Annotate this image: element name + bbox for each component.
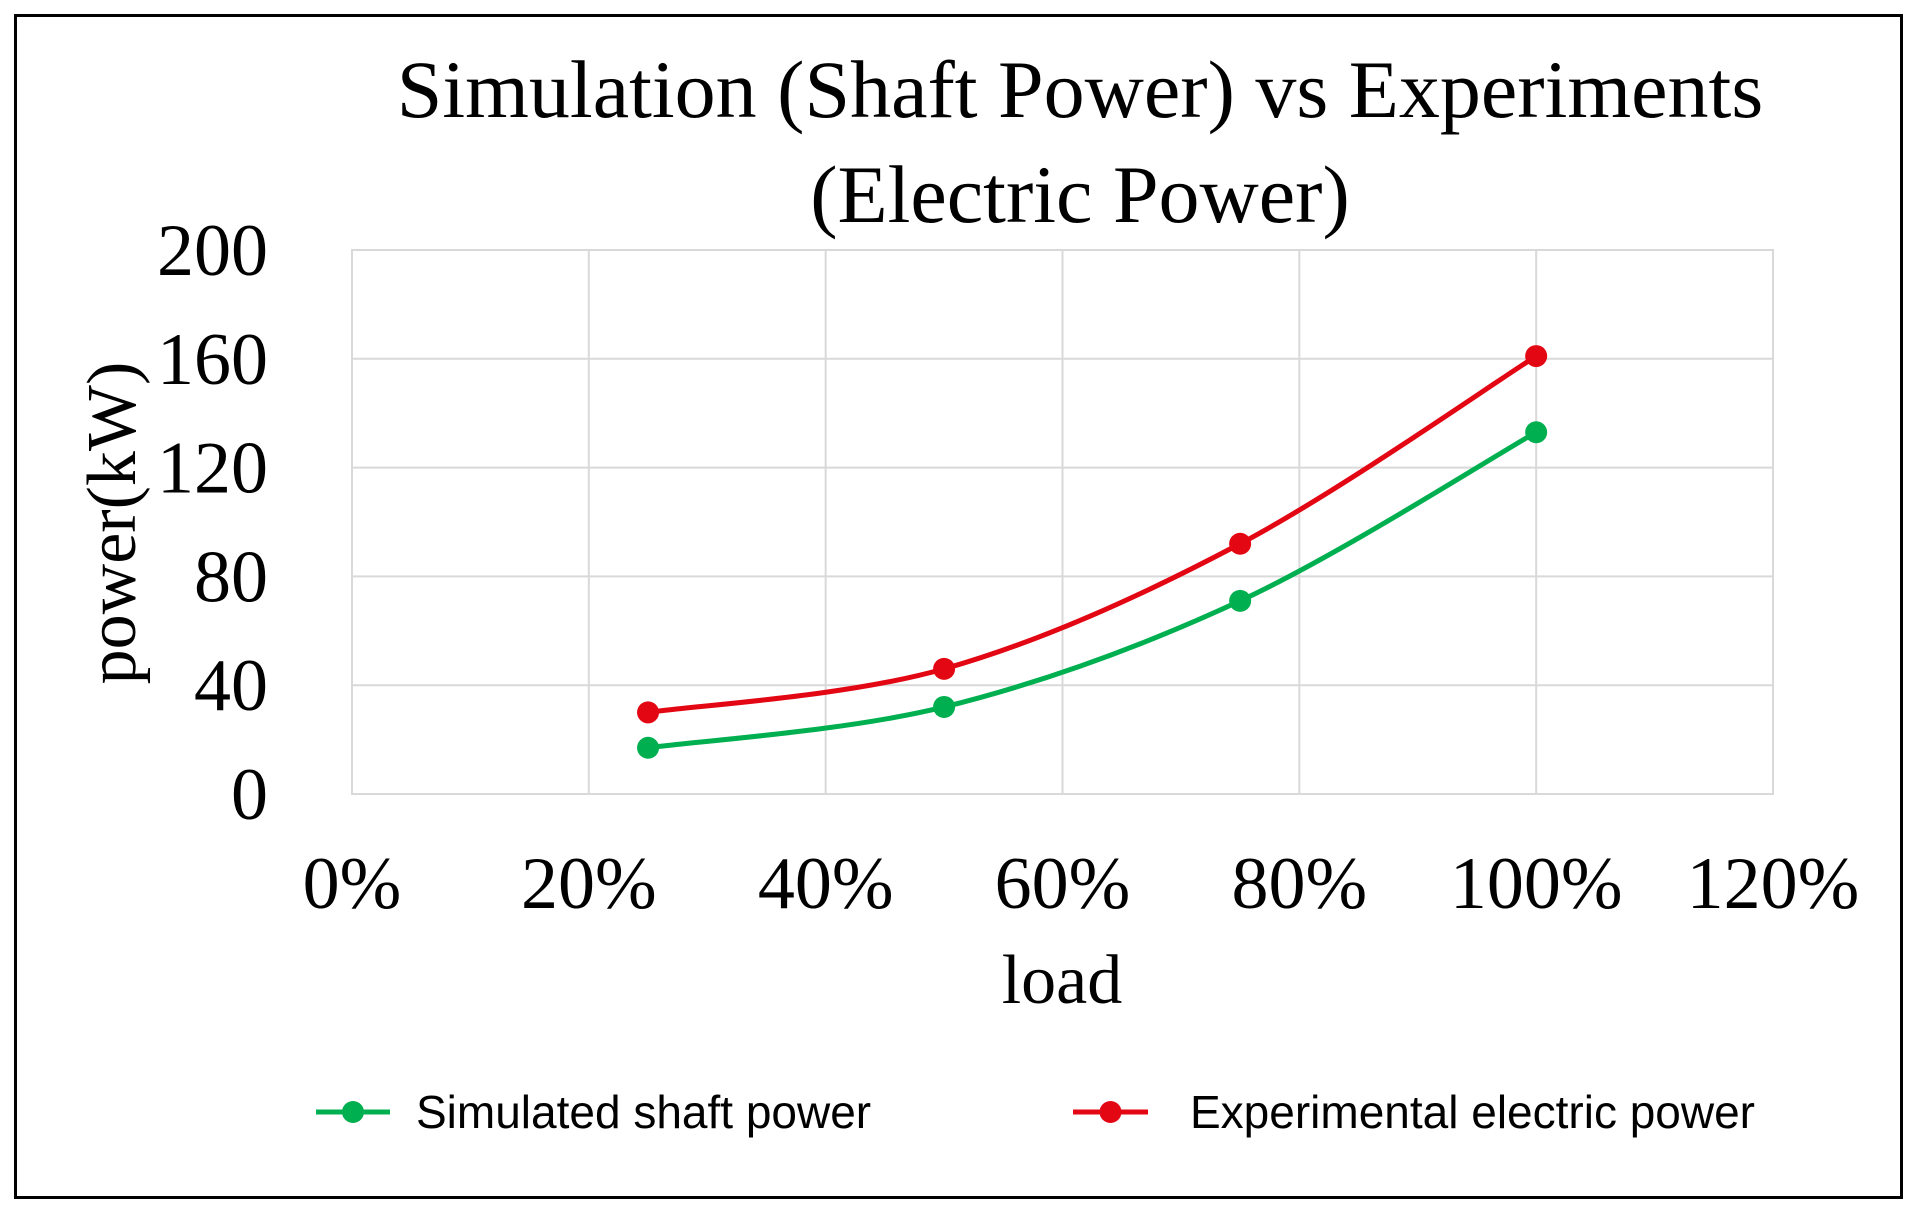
- chart-title-line-1: Simulation (Shaft Power) vs Experiments: [397, 44, 1764, 135]
- y-axis-label: power(kW): [74, 362, 151, 685]
- x-tick-label: 80%: [1232, 843, 1368, 925]
- data-point: [1525, 345, 1548, 368]
- data-point: [637, 736, 660, 759]
- grid: [351, 249, 1774, 795]
- legend-label: Simulated shaft power: [416, 1086, 871, 1138]
- series-line: [645, 353, 1539, 715]
- y-tick-label: 200: [157, 210, 268, 292]
- legend-marker: [1099, 1101, 1122, 1123]
- series-layer: [637, 345, 1548, 759]
- chart-title-line-2: (Electric Power): [810, 149, 1350, 240]
- x-axis-label: load: [1002, 942, 1123, 1019]
- legend-item: Experimental electric power: [1073, 1086, 1755, 1138]
- plot-area-border: [351, 249, 1774, 795]
- data-point: [1525, 421, 1548, 444]
- data-point: [933, 657, 956, 680]
- data-point: [637, 701, 660, 724]
- x-tick-label: 120%: [1687, 843, 1860, 925]
- chart-title: Simulation (Shaft Power) vs Experiments …: [397, 44, 1764, 240]
- data-point: [1229, 532, 1252, 555]
- y-tick-label: 80: [194, 536, 268, 618]
- data-point: [933, 695, 956, 718]
- y-tick-label: 40: [194, 645, 268, 727]
- chart-frame: [14, 14, 1903, 1199]
- x-tick-label: 20%: [521, 843, 657, 925]
- series-line: [645, 429, 1539, 751]
- y-tick-label: 120: [157, 428, 268, 510]
- x-tick-label: 0%: [303, 843, 402, 925]
- y-tick-label: 0: [231, 754, 268, 836]
- legend-label: Experimental electric power: [1190, 1086, 1755, 1138]
- data-point: [1229, 589, 1252, 612]
- y-axis-ticks: 0 40 80 120 160 200: [157, 210, 268, 836]
- legend: Simulated shaft power Experimental electr…: [316, 1086, 1755, 1138]
- legend-item: Simulated shaft power: [316, 1086, 871, 1138]
- series-experimental-electric-power: [637, 345, 1548, 724]
- y-tick-label: 160: [157, 319, 268, 401]
- x-tick-label: 60%: [995, 843, 1131, 925]
- x-tick-label: 40%: [758, 843, 894, 925]
- x-axis-ticks: 0% 20% 40% 60% 80% 100% 120%: [303, 843, 1860, 925]
- series-simulated-shaft-power: [637, 421, 1548, 759]
- legend-marker: [342, 1101, 364, 1123]
- x-tick-label: 100%: [1450, 843, 1623, 925]
